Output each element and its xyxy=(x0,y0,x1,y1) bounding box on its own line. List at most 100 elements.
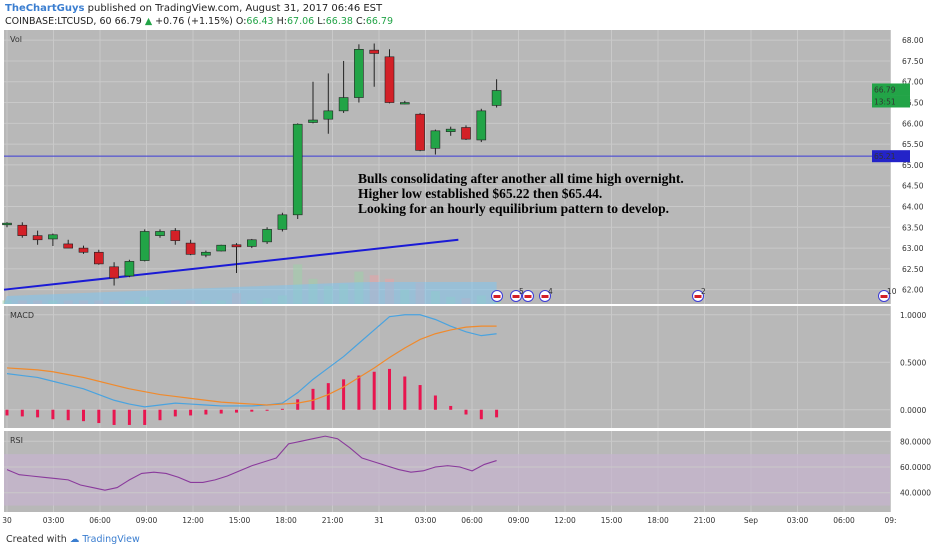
candle-up[interactable] xyxy=(323,110,334,120)
candle-down[interactable] xyxy=(63,243,74,249)
macd-histogram-bar xyxy=(20,409,24,417)
macd-histogram-bar xyxy=(82,409,85,422)
candle-up[interactable] xyxy=(491,90,502,106)
x-tick-label: 18:00 xyxy=(275,516,297,525)
candle-up[interactable] xyxy=(277,214,288,230)
candle-down[interactable] xyxy=(78,247,89,253)
price-tick-label: 65.50 xyxy=(902,140,924,149)
x-tick-label: 03:00 xyxy=(787,516,809,525)
x-tick-label: 12:00 xyxy=(182,516,204,525)
volume-label: Vol xyxy=(10,35,22,44)
macd-histogram-bar xyxy=(495,409,499,418)
candle-down[interactable] xyxy=(231,244,242,248)
x-tick-label: 21:00 xyxy=(694,516,716,525)
candle-up[interactable] xyxy=(399,102,410,105)
rsi-label: RSI xyxy=(10,436,23,445)
macd-histogram-bar xyxy=(342,379,346,410)
event-count-badge: 10 xyxy=(887,287,897,296)
candle-up[interactable] xyxy=(155,231,165,236)
event-count-badge: 5 xyxy=(519,287,524,296)
price-axis-label: 13:51 xyxy=(874,97,896,106)
macd-histogram-bar xyxy=(36,409,40,418)
last-price: 66.79 xyxy=(114,16,142,27)
candle-up[interactable] xyxy=(139,231,150,261)
author-link[interactable]: TheChartGuys xyxy=(5,3,85,14)
candle-down[interactable] xyxy=(185,242,196,255)
open-label: O: xyxy=(235,16,247,27)
candle-up[interactable] xyxy=(2,222,12,226)
x-tick-label: 21:00 xyxy=(322,516,344,525)
macd-histogram-bar xyxy=(112,409,116,425)
macd-tick-label: 1.0000 xyxy=(900,311,926,320)
macd-histogram-bar xyxy=(235,409,238,413)
candle-up[interactable] xyxy=(124,261,135,277)
macd-tick-label: 0.5000 xyxy=(900,358,926,367)
candle-up[interactable] xyxy=(308,119,318,123)
macd-label: MACD xyxy=(10,311,34,320)
x-tick-label: 06:00 xyxy=(461,516,483,525)
price-axis-label-box xyxy=(872,83,910,96)
x-tick-label: 09: xyxy=(884,516,896,525)
open-value: 66.43 xyxy=(246,16,274,27)
macd-histogram-bar xyxy=(51,409,55,420)
candle-up[interactable] xyxy=(48,234,58,240)
candle-up[interactable] xyxy=(476,110,487,141)
symbol-name[interactable]: COINBASE:LTCUSD, 60 xyxy=(5,16,112,27)
tradingview-brand[interactable]: TradingView xyxy=(82,534,140,545)
x-tick-label: 06:00 xyxy=(833,516,855,525)
annotation-text: Bulls consolidating after another all ti… xyxy=(358,171,684,186)
macd-tick-label: 0.0000 xyxy=(900,406,926,415)
candle-down[interactable] xyxy=(109,266,119,279)
price-axis xyxy=(890,306,932,428)
candle-up[interactable] xyxy=(354,49,364,98)
price-tick-label: 66.00 xyxy=(902,119,924,128)
macd-histogram-bar xyxy=(173,409,177,417)
candle-up[interactable] xyxy=(338,97,349,112)
candle-down[interactable] xyxy=(17,224,28,236)
candle-down[interactable] xyxy=(384,56,395,103)
candle-down[interactable] xyxy=(415,113,425,151)
price-axis xyxy=(890,431,932,512)
event-flag-stripe xyxy=(512,295,520,298)
candle-down[interactable] xyxy=(170,230,181,241)
x-tick-label: 18:00 xyxy=(647,516,669,525)
price-tick-label: 62.00 xyxy=(902,286,924,295)
low-label: L: xyxy=(317,16,326,27)
macd-histogram-bar xyxy=(479,409,483,420)
candle-up[interactable] xyxy=(430,130,441,149)
event-count-badge: 4 xyxy=(548,287,553,296)
macd-histogram-bar xyxy=(372,371,376,410)
candle-up[interactable] xyxy=(247,239,257,247)
macd-histogram-bar xyxy=(219,409,223,414)
candle-down[interactable] xyxy=(369,49,380,54)
candle-up[interactable] xyxy=(262,229,272,243)
footer-credit: Created with ☁ TradingView xyxy=(6,534,140,545)
macd-histogram-bar xyxy=(5,409,9,416)
candle-up[interactable] xyxy=(201,251,211,256)
macd-histogram-bar xyxy=(127,409,131,425)
candle-up[interactable] xyxy=(292,123,303,216)
candle-up[interactable] xyxy=(216,244,226,252)
change-arrow-icon: ▲ xyxy=(144,16,153,27)
chart-canvas[interactable]: 30 03:00 06:00 09:00 12:00 15:00 18:00 21:00 31 0… xyxy=(0,30,932,528)
trendline[interactable] xyxy=(3,238,459,291)
candle-up[interactable] xyxy=(445,128,456,132)
candle-down[interactable] xyxy=(461,127,471,140)
macd-histogram-bar xyxy=(158,409,162,421)
price-tick-label: 67.50 xyxy=(902,57,924,66)
macd-histogram-bar xyxy=(449,405,453,410)
macd-histogram-bar xyxy=(66,409,70,421)
price-tick-label: 64.00 xyxy=(902,203,924,212)
macd-histogram-bar xyxy=(326,383,330,410)
price-tick-label: 64.50 xyxy=(902,182,924,191)
candle-down[interactable] xyxy=(32,235,43,241)
price-tick-label: 65.00 xyxy=(902,161,924,170)
pane-background xyxy=(4,30,890,304)
price-axis-label-box xyxy=(872,150,910,163)
rsi-band xyxy=(4,454,890,506)
candle-down[interactable] xyxy=(94,251,104,265)
price-axis xyxy=(890,30,932,304)
volume-bar xyxy=(293,264,303,304)
macd-histogram-bar xyxy=(204,409,208,415)
macd-histogram-bar xyxy=(433,395,437,410)
